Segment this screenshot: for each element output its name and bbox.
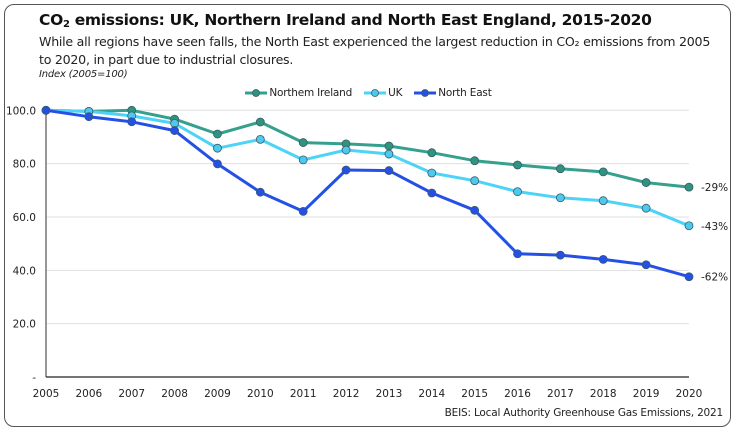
data-point [384, 141, 394, 151]
data-point [384, 166, 394, 175]
data-point [170, 118, 180, 128]
data-point [470, 205, 480, 215]
data-point [556, 250, 565, 260]
x-tick-label: 2019 [633, 388, 660, 400]
legend: Northem Ireland UK North East [0, 87, 737, 99]
end-label: -62% [701, 272, 728, 284]
data-point [341, 145, 351, 155]
x-tick-label: 2018 [590, 388, 617, 400]
data-point [598, 196, 608, 206]
x-tick-label: 2006 [75, 388, 102, 400]
x-tick-label: 2014 [418, 388, 445, 400]
data-point [598, 167, 608, 177]
y-tick-label: 40.0 [13, 265, 36, 277]
x-tick-label: 2010 [247, 388, 274, 400]
data-point [255, 134, 265, 144]
data-point [513, 187, 522, 197]
data-point [684, 221, 694, 231]
series-line-north-east [45, 108, 690, 279]
data-point [213, 129, 222, 139]
y-tick-label: - [32, 372, 36, 384]
data-point [427, 148, 437, 158]
data-point [84, 112, 94, 122]
title-subscript: 2 [62, 19, 70, 30]
data-point [598, 254, 608, 264]
source-note: BEIS: Local Authority Greenhouse Gas Emi… [444, 407, 724, 419]
x-tick-label: 2020 [676, 388, 703, 400]
y-tick-label: 60.0 [13, 212, 36, 224]
x-tick-label: 2017 [547, 388, 574, 400]
data-point [427, 188, 437, 198]
title-co: CO [39, 11, 63, 29]
x-tick-label: 2016 [504, 388, 531, 400]
y-tick-label: 100.0 [6, 105, 36, 117]
y-tick-label: 80.0 [13, 159, 36, 171]
data-point [556, 164, 565, 174]
data-point [684, 182, 694, 192]
data-point [513, 160, 522, 170]
x-tick-label: 2005 [33, 388, 60, 400]
data-point [41, 105, 51, 115]
legend-marker-icon [245, 89, 268, 97]
series-line-uk [45, 108, 690, 228]
legend-item: Northem Ireland [245, 87, 352, 99]
data-point [298, 138, 308, 147]
data-point [684, 272, 694, 282]
title-rest: emissions: UK, Northern Ireland and Nort… [69, 11, 652, 29]
data-point [641, 203, 651, 213]
data-point [513, 249, 522, 259]
x-tick-label: 2009 [204, 388, 231, 400]
data-point [255, 187, 265, 197]
data-point [427, 168, 437, 178]
chart-subtitle: While all regions have seen falls, the N… [39, 34, 711, 67]
x-tick-label: 2015 [461, 388, 488, 400]
data-point [170, 126, 180, 135]
data-point [298, 155, 308, 165]
data-point [470, 176, 480, 186]
x-tick-label: 2013 [376, 388, 403, 400]
y-axis-label: Index (2005=100) [39, 69, 128, 80]
data-point [384, 149, 394, 159]
data-point [213, 159, 222, 169]
data-point [556, 193, 565, 203]
legend-label: UK [388, 87, 403, 99]
data-point [255, 117, 265, 127]
legend-label: Northem Ireland [269, 87, 353, 99]
x-tick-label: 2012 [333, 388, 360, 400]
data-point [470, 156, 480, 166]
x-tick-label: 2008 [161, 388, 188, 400]
data-point [341, 165, 351, 175]
chart-card [4, 4, 731, 427]
data-point [641, 178, 651, 187]
data-point [641, 260, 651, 270]
legend-marker-icon [414, 89, 437, 97]
legend-item: North East [414, 87, 492, 99]
legend-marker-icon [364, 89, 387, 97]
data-point [127, 117, 137, 127]
x-tick-label: 2011 [290, 388, 317, 400]
data-point [213, 143, 222, 153]
y-tick-label: 20.0 [13, 319, 36, 331]
legend-label: North East [438, 87, 492, 99]
chart-title: CO2 emissions: UK, Northern Ireland and … [39, 11, 652, 30]
end-label: -29% [701, 182, 728, 194]
x-tick-label: 2007 [118, 388, 145, 400]
series-line-northem-ireland [45, 108, 690, 189]
legend-item: UK [364, 87, 402, 99]
data-point [298, 206, 308, 216]
end-label: -43% [701, 221, 728, 233]
